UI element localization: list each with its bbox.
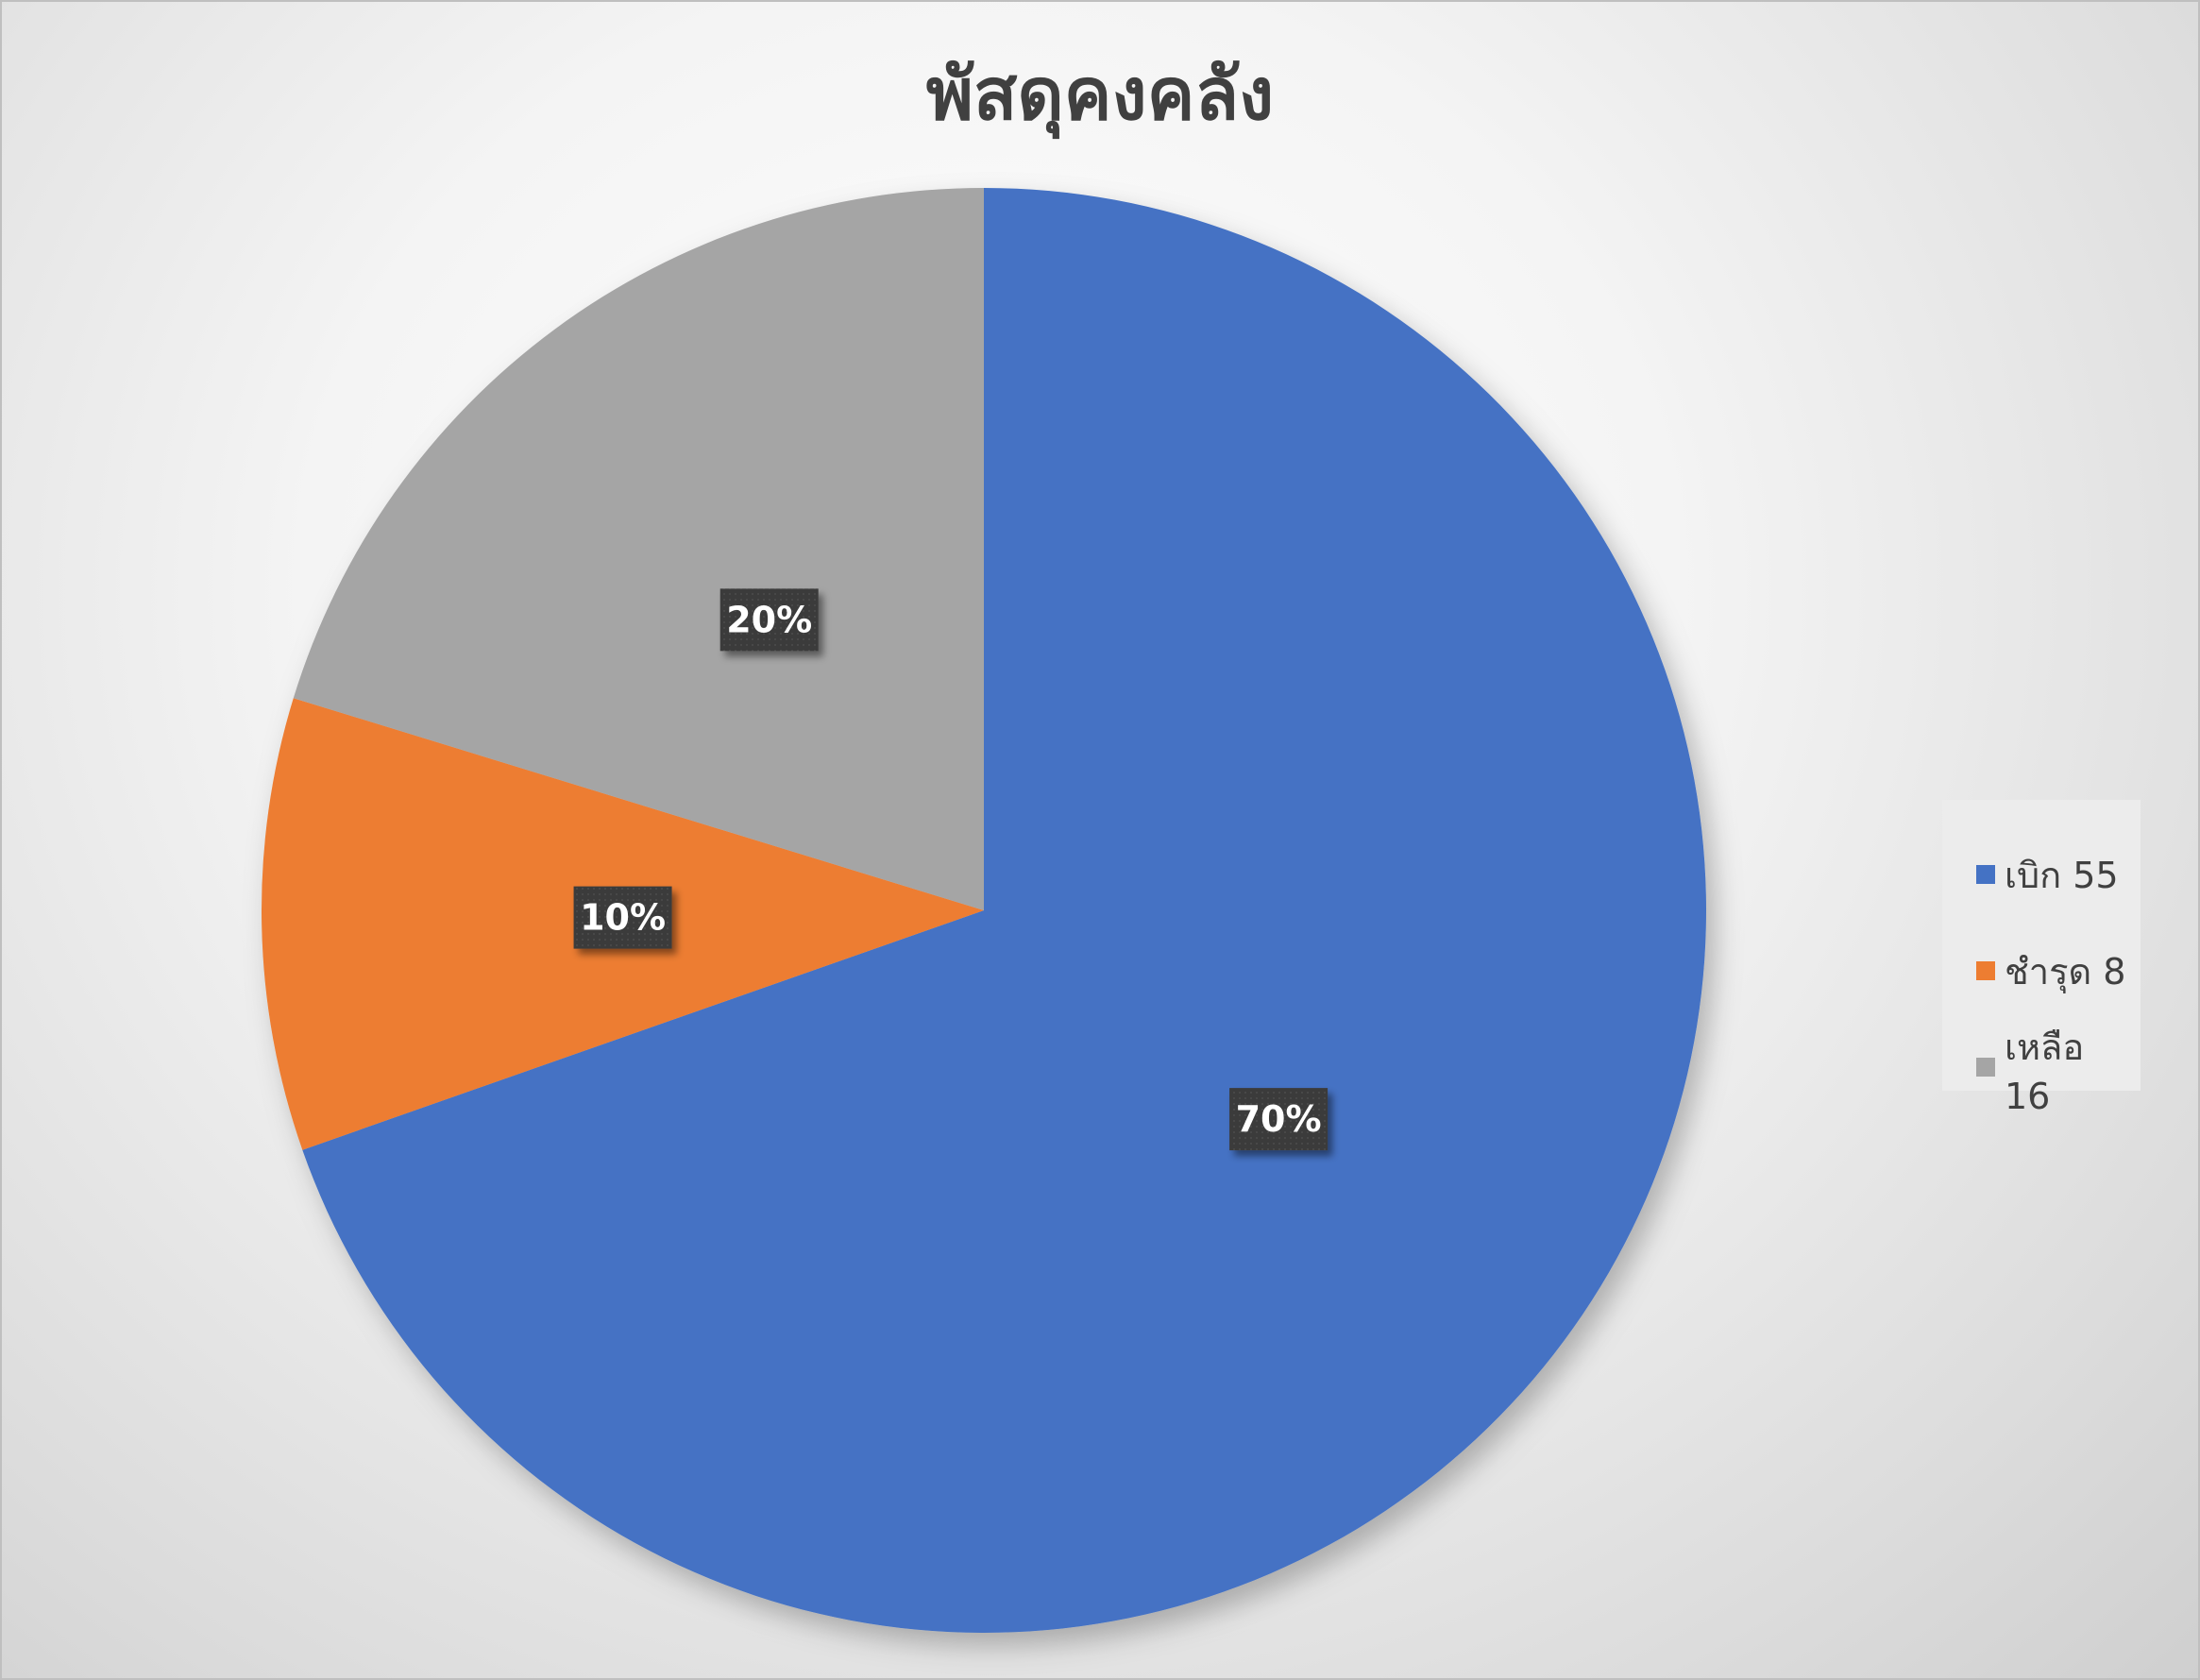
data-label-damaged-box bbox=[573, 886, 672, 949]
legend-swatch-remaining bbox=[1976, 1058, 1995, 1077]
legend-label-withdraw: เบิก 55 bbox=[2005, 854, 2119, 896]
chart-title: พัสดุคงคลัง bbox=[925, 52, 1275, 136]
data-label-remaining: 20% bbox=[719, 588, 819, 652]
legend-swatch-withdraw bbox=[1976, 865, 1995, 884]
data-label-withdraw: 70% bbox=[1229, 1088, 1328, 1151]
data-label-withdraw-box bbox=[1229, 1088, 1328, 1151]
legend-label-damaged: ชำรุด 8 bbox=[2005, 950, 2126, 993]
legend-item-damaged: ชำรุด 8 bbox=[1976, 923, 2141, 1019]
legend-item-withdraw: เบิก 55 bbox=[1976, 826, 2141, 923]
pie-slice-remaining bbox=[293, 188, 984, 910]
pie-slice-withdraw bbox=[302, 188, 1706, 1633]
data-label-damaged-text: 10% bbox=[580, 897, 666, 939]
legend-swatch-damaged bbox=[1976, 961, 1995, 980]
data-label-damaged: 10% bbox=[573, 886, 672, 949]
legend-label-remaining: เหลือ 16 bbox=[2005, 1026, 2085, 1117]
data-label-remaining-text: 20% bbox=[726, 599, 812, 640]
data-label-remaining-box bbox=[719, 588, 819, 652]
legend: เบิก 55 ชำรุด 8 เหลือ 16 bbox=[1942, 800, 2141, 1117]
data-label-withdraw-text: 70% bbox=[1236, 1098, 1322, 1140]
legend-item-remaining: เหลือ 16 bbox=[1976, 1019, 2141, 1117]
